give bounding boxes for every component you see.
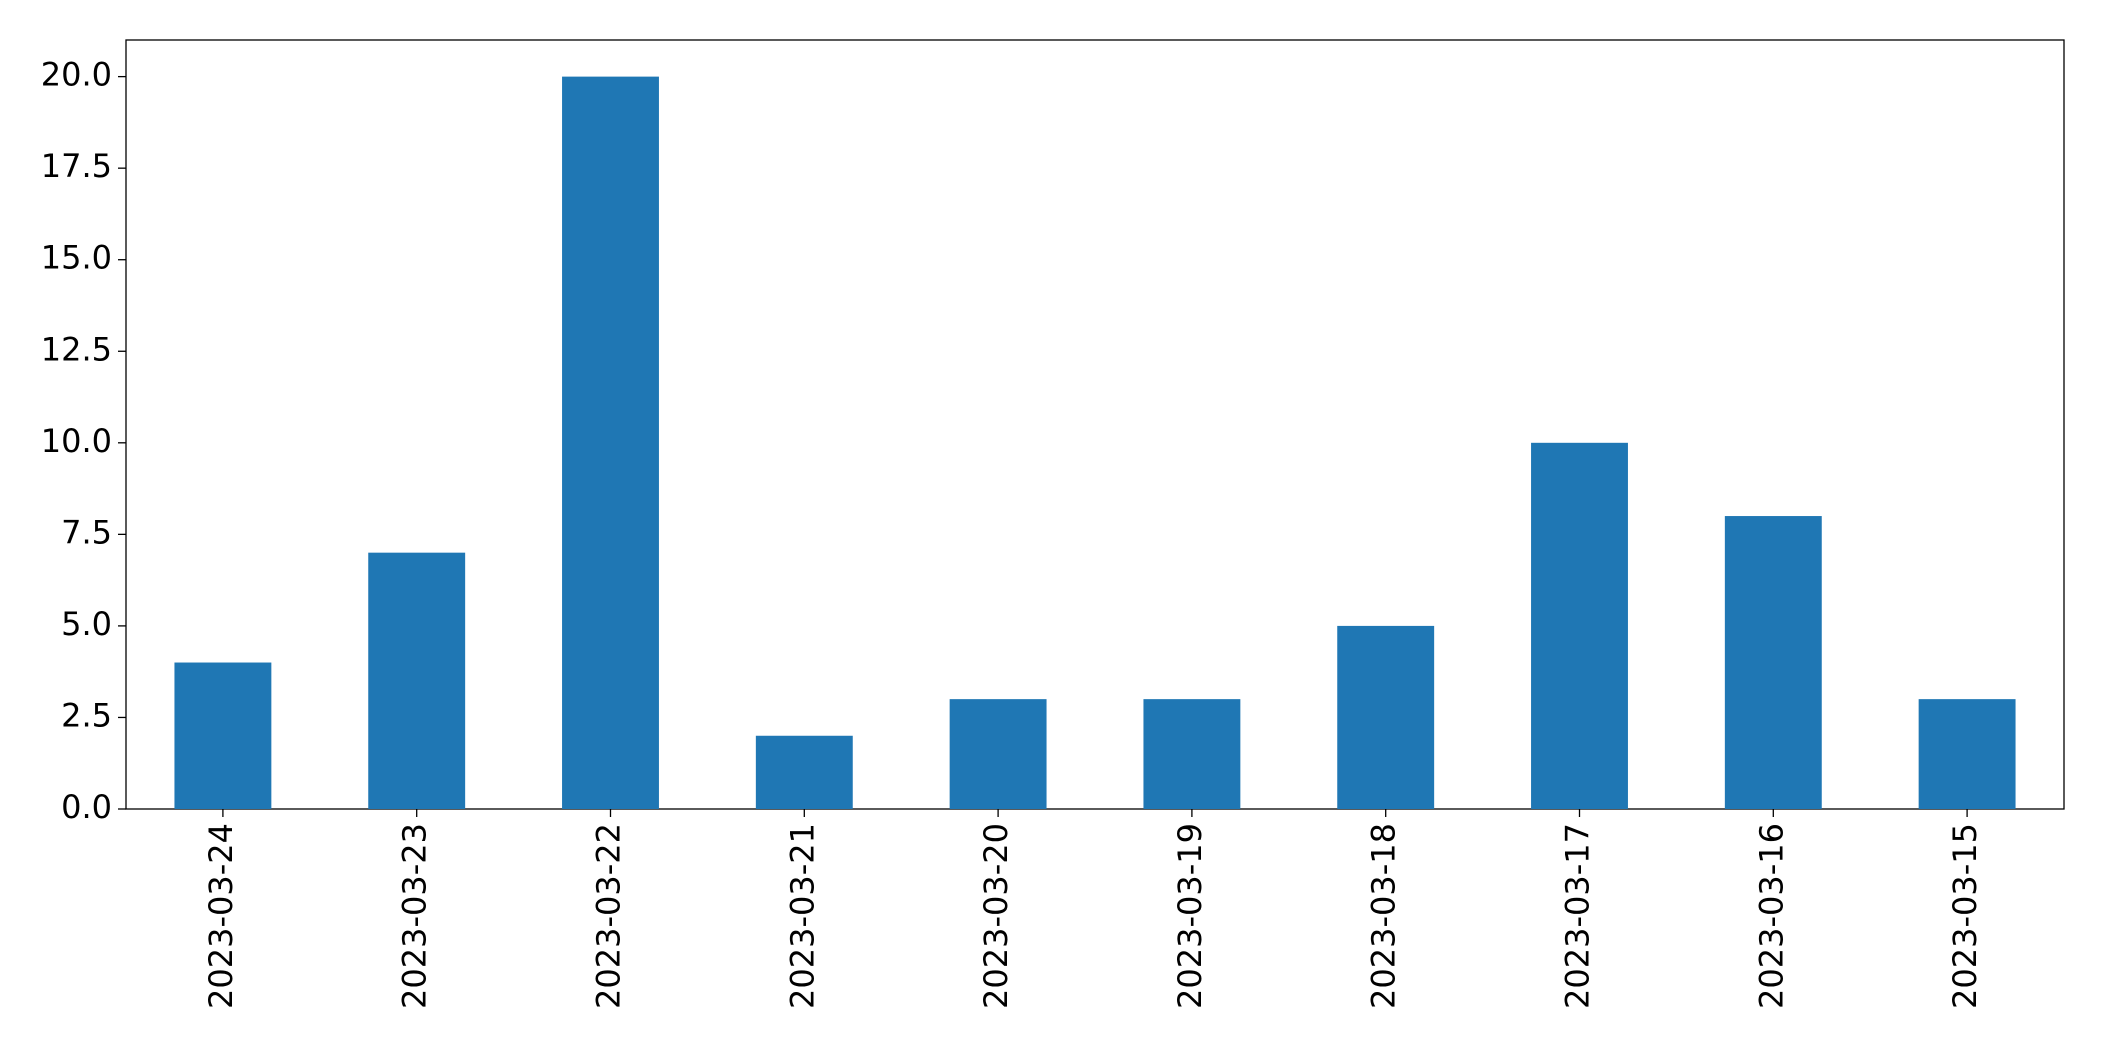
x-tick-label: 2023-03-20 — [977, 823, 1015, 1009]
bar — [174, 662, 272, 809]
y-tick-label: 7.5 — [61, 513, 112, 551]
bar — [1531, 442, 1628, 809]
x-tick-label: 2023-03-17 — [1559, 823, 1597, 1009]
x-tick-label: 2023-03-18 — [1365, 823, 1403, 1009]
x-tick-label: 2023-03-15 — [1946, 823, 1984, 1009]
y-tick-label: 17.5 — [41, 147, 112, 185]
x-tick-label: 2023-03-24 — [202, 823, 240, 1009]
bar — [368, 552, 466, 809]
bar — [1143, 699, 1241, 809]
bar — [949, 699, 1047, 809]
plot-frame — [125, 39, 2065, 810]
bar — [1337, 625, 1435, 809]
y-tick-label: 10.0 — [41, 422, 112, 460]
x-tick-label: 2023-03-21 — [783, 823, 821, 1009]
x-tick-label: 2023-03-23 — [396, 823, 434, 1009]
x-tick-label: 2023-03-22 — [590, 823, 628, 1009]
y-tick-label: 15.0 — [41, 239, 112, 277]
x-tick-label: 2023-03-19 — [1171, 823, 1209, 1009]
bar — [1724, 516, 1822, 809]
y-tick-label: 0.0 — [61, 788, 112, 826]
bar — [562, 76, 659, 810]
y-tick-label: 12.5 — [41, 330, 112, 368]
bar — [1918, 699, 2016, 809]
y-tick-label: 20.0 — [41, 56, 112, 94]
y-tick-label: 2.5 — [61, 696, 112, 734]
bar — [755, 735, 853, 809]
x-tick-label: 2023-03-16 — [1752, 823, 1790, 1009]
y-tick-label: 5.0 — [61, 605, 112, 643]
